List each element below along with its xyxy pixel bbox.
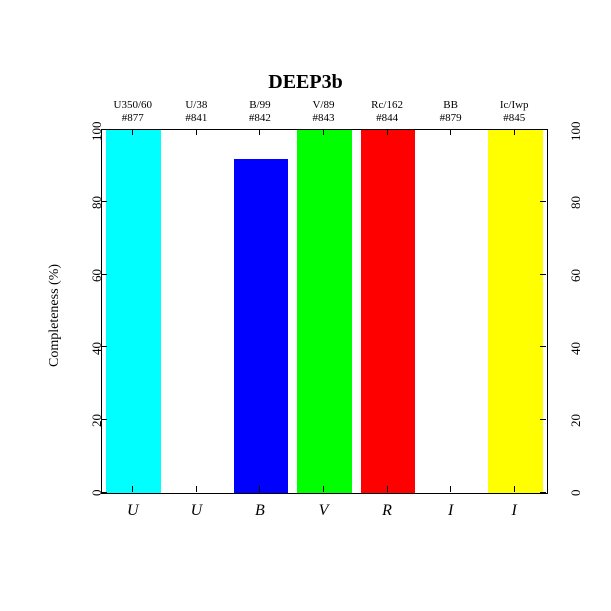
y-tick-label-right: 40 (568, 342, 584, 355)
x-tick-label: R (355, 502, 419, 520)
bar (234, 159, 289, 493)
bar-top-annotation: V/89 #843 (292, 99, 356, 124)
bar (361, 130, 416, 493)
x-tick-label: I (482, 502, 546, 520)
x-tick-label: U (165, 502, 229, 520)
y-tick-label-left: 40 (89, 342, 105, 355)
y-tick-label-left: 80 (89, 196, 105, 209)
y-tick-label-right: 0 (568, 489, 584, 496)
y-tick-label-right: 100 (568, 121, 584, 141)
x-tick-label: V (292, 502, 356, 520)
bar (488, 130, 543, 493)
bar-top-annotation: B/99 #842 (228, 99, 292, 124)
y-tick-label-right: 80 (568, 196, 584, 209)
bar-top-annotation: U/38 #841 (165, 99, 229, 124)
y-tick-label-left: 100 (89, 121, 105, 141)
bar-top-annotation: BB #879 (419, 99, 483, 124)
bar (106, 130, 161, 493)
bar (297, 130, 352, 493)
x-tick-label: U (101, 502, 165, 520)
y-tick-label-left: 0 (89, 489, 105, 496)
bar-top-annotation: Ic/Iwp #845 (482, 99, 546, 124)
bar-top-annotation: U350/60 #877 (101, 99, 165, 124)
y-tick-label-right: 60 (568, 269, 584, 282)
y-axis-label: Completeness (%) (47, 263, 63, 366)
chart-root: DEEP3b Completeness (%) U350/60 #877 U U/3… (0, 0, 611, 611)
y-tick-label-left: 20 (89, 414, 105, 427)
y-tick-label-right: 20 (568, 414, 584, 427)
x-tick-label: B (228, 502, 292, 520)
plot-area (101, 129, 548, 494)
chart-title: DEEP3b (0, 71, 611, 94)
y-tick-label-left: 60 (89, 269, 105, 282)
bar-top-annotation: Rc/162 #844 (355, 99, 419, 124)
x-tick-label: I (419, 502, 483, 520)
